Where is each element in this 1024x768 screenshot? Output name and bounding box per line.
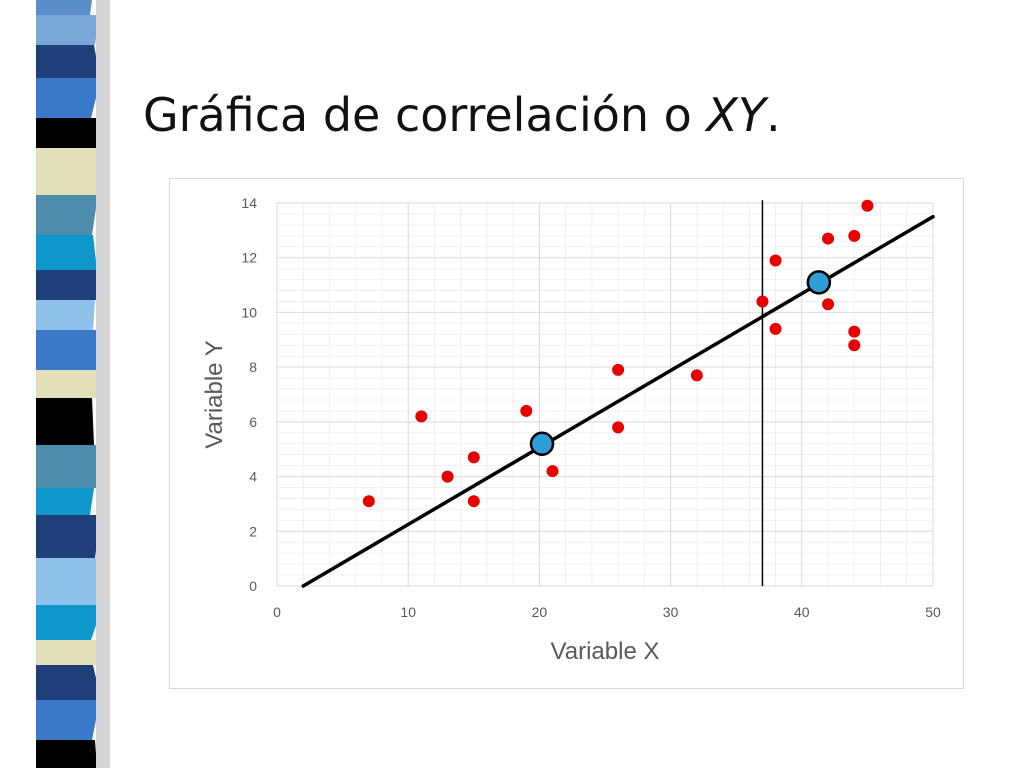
x-tick-label: 10 (400, 604, 416, 620)
data-point (822, 232, 835, 245)
strip-shadow (96, 0, 110, 768)
title-italic: XY (706, 88, 767, 142)
data-point (769, 322, 782, 335)
data-point (362, 495, 375, 508)
data-point (415, 410, 428, 423)
strip-band (36, 300, 95, 330)
data-point (441, 470, 454, 483)
decorative-strip (36, 0, 110, 768)
strip-band (36, 445, 99, 488)
data-point (612, 421, 625, 434)
strip-band (36, 270, 102, 300)
title-main: Gráfica de correlación o (143, 88, 707, 142)
data-point (822, 298, 835, 311)
chart-frame: 0 2 4 6 8 10 12 14 0 10 20 30 40 50 Variable X Variable… (169, 178, 964, 689)
strip-band (36, 235, 97, 270)
strip-band (36, 488, 94, 515)
x-tick-label: 40 (794, 604, 810, 620)
y-tick-label: 12 (241, 250, 257, 266)
data-point (612, 363, 625, 376)
y-tick-label: 2 (249, 523, 257, 539)
y-tick-label: 6 (249, 414, 257, 430)
x-axis-title: Variable X (551, 638, 660, 665)
y-axis-title: Variable Y (201, 340, 228, 449)
y-tick-label: 10 (241, 304, 257, 320)
data-point (848, 325, 861, 338)
strip-bands (36, 0, 103, 768)
strip-band (36, 15, 99, 45)
highlight-marker (529, 431, 555, 456)
strip-band (36, 558, 100, 605)
strip-band (36, 45, 100, 78)
data-point (690, 369, 703, 382)
highlight-marker (806, 270, 832, 295)
slide-title: Gráfica de correlación o XY. (143, 88, 781, 143)
strip-band (36, 700, 100, 740)
strip-band (36, 118, 96, 148)
strip-band (36, 740, 97, 768)
y-tick-label: 14 (241, 195, 257, 211)
data-point (848, 339, 861, 352)
y-tick-label: 0 (249, 578, 257, 594)
scatter-chart: 0 2 4 6 8 10 12 14 0 10 20 30 40 50 Variable X Variable… (201, 195, 941, 665)
title-suffix: . (766, 88, 781, 142)
data-point (848, 229, 861, 242)
strip-band (36, 398, 94, 445)
x-tick-label: 30 (663, 604, 679, 620)
strip-band (36, 605, 103, 640)
strip-band (36, 78, 101, 118)
x-tick-label: 20 (532, 604, 548, 620)
data-point (861, 199, 874, 212)
y-tick-label: 8 (249, 359, 257, 375)
data-point (467, 451, 480, 464)
grid (276, 202, 934, 587)
strip-band (36, 330, 102, 370)
strip-band (36, 370, 103, 398)
strip-band (36, 195, 98, 235)
strip-band (36, 148, 103, 195)
data-point (756, 295, 769, 308)
strip-band (36, 640, 98, 665)
data-point (520, 404, 533, 417)
y-tick-label: 4 (249, 469, 257, 485)
strip-band (36, 515, 101, 558)
strip-band (36, 0, 92, 15)
x-tick-label: 0 (273, 604, 281, 620)
data-point (769, 254, 782, 267)
data-point (546, 465, 559, 478)
x-tick-label: 50 (925, 604, 941, 620)
data-point (467, 495, 480, 508)
strip-band (36, 665, 101, 700)
